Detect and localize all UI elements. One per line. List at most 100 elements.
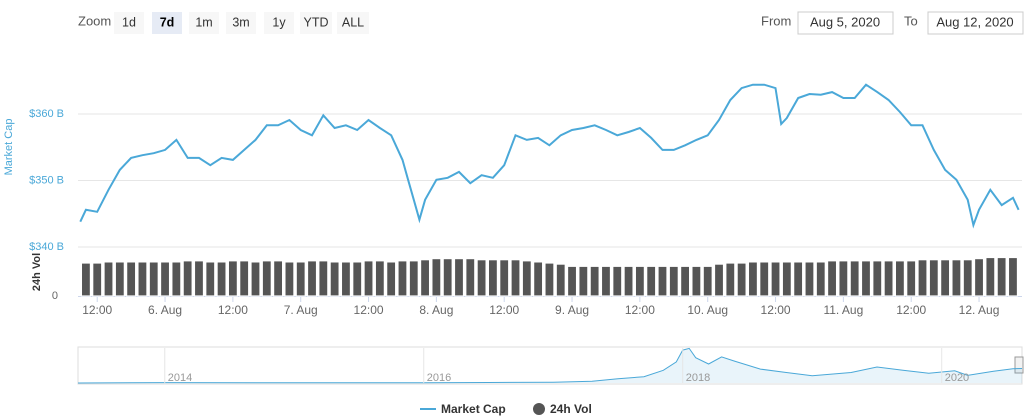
navigator-handle[interactable] bbox=[1014, 356, 1024, 374]
zoom-button-label[interactable]: 7d bbox=[160, 15, 175, 29]
volume-bar bbox=[1007, 256, 1019, 297]
navigator-area bbox=[78, 348, 1022, 383]
market-cap-line bbox=[79, 83, 1020, 229]
from-label: From bbox=[761, 13, 791, 28]
zoom-button-label[interactable]: ALL bbox=[342, 15, 364, 29]
volume-bar bbox=[589, 265, 600, 297]
zoom-button[interactable]: 3m bbox=[226, 12, 256, 34]
volume-bar bbox=[951, 259, 962, 297]
volume-bar bbox=[261, 260, 272, 297]
navigator-label: 2020 bbox=[945, 372, 969, 384]
x-tick-label: 12:00 bbox=[625, 303, 655, 317]
volume-bar bbox=[374, 260, 385, 297]
volume-bar bbox=[996, 256, 1007, 297]
volume-bar bbox=[679, 265, 691, 297]
volume-bar bbox=[306, 260, 318, 297]
zoom-button-bg[interactable] bbox=[114, 12, 144, 34]
y-axis-title: Market Cap bbox=[3, 119, 15, 176]
volume-bar bbox=[940, 259, 951, 297]
zoom-button-label[interactable]: 1y bbox=[272, 15, 286, 29]
volume-bar bbox=[668, 265, 679, 297]
volume-bar bbox=[408, 260, 419, 297]
x-tick-label: 10. Aug bbox=[687, 303, 728, 317]
volume-bar bbox=[849, 260, 860, 297]
navigator-line bbox=[77, 347, 1023, 384]
y-tick-label: $350 B bbox=[29, 174, 64, 186]
volume-bar bbox=[928, 259, 939, 297]
zoom-button-bg[interactable] bbox=[337, 12, 369, 34]
volume-bar bbox=[465, 258, 476, 297]
volume-bar bbox=[612, 265, 623, 297]
zoom-button[interactable]: ALL bbox=[337, 12, 369, 34]
zoom-button-bg[interactable] bbox=[264, 12, 294, 34]
volume-bar bbox=[691, 265, 702, 297]
volume-bar bbox=[419, 259, 431, 297]
volume-bar bbox=[318, 260, 329, 297]
volume-bar bbox=[137, 261, 148, 297]
navigator-label: 2018 bbox=[686, 372, 710, 384]
zoom-button-label[interactable]: 1d bbox=[122, 15, 136, 29]
legend-label[interactable]: 24h Vol bbox=[550, 402, 592, 416]
zoom-button-bg[interactable] bbox=[152, 12, 182, 34]
to-date[interactable]: Aug 12, 2020 bbox=[936, 14, 1013, 29]
from-date[interactable]: Aug 5, 2020 bbox=[810, 14, 880, 29]
volume-bar bbox=[883, 260, 894, 297]
y-tick-label: $340 B bbox=[29, 241, 64, 253]
volume-bar bbox=[80, 262, 92, 297]
zoom-button[interactable]: 7d bbox=[152, 12, 182, 34]
volume-bar bbox=[273, 260, 284, 297]
volume-bar bbox=[985, 256, 996, 297]
volume-bar bbox=[860, 260, 872, 297]
volume-bar bbox=[250, 261, 261, 297]
zoom-button-label[interactable]: YTD bbox=[304, 15, 329, 29]
volume-bar bbox=[793, 261, 804, 297]
volume-bar bbox=[623, 265, 634, 297]
volume-bar bbox=[634, 265, 645, 297]
zoom-button-bg[interactable] bbox=[226, 12, 256, 34]
navigator-label: 2016 bbox=[427, 372, 451, 384]
volume-bar bbox=[431, 258, 442, 297]
volume-bar bbox=[239, 260, 250, 297]
volume-bar bbox=[578, 265, 589, 297]
volume-bar bbox=[92, 262, 103, 297]
zoom-button[interactable]: 1m bbox=[189, 12, 219, 34]
volume-bar bbox=[510, 259, 521, 297]
zoom-button-label[interactable]: 3m bbox=[232, 15, 249, 29]
volume-bar bbox=[759, 261, 770, 297]
volume-bar bbox=[126, 261, 137, 297]
volume-bar bbox=[193, 260, 205, 297]
volume-bar bbox=[747, 261, 759, 297]
to-input[interactable] bbox=[927, 11, 1024, 35]
legend-label[interactable]: Market Cap bbox=[441, 402, 506, 416]
x-tick-label: 12:00 bbox=[896, 303, 926, 317]
volume-bar bbox=[487, 259, 499, 297]
x-tick-label: 8. Aug bbox=[419, 303, 453, 317]
volume-bar bbox=[159, 261, 171, 297]
from-input[interactable] bbox=[797, 11, 894, 35]
x-tick-label: 12:00 bbox=[489, 303, 519, 317]
volume-bar bbox=[227, 260, 238, 297]
navigator-label: 2014 bbox=[168, 372, 192, 384]
volume-bar bbox=[216, 261, 227, 297]
volume-bar bbox=[295, 261, 306, 297]
x-tick-label: 12:00 bbox=[761, 303, 791, 317]
to-label: To bbox=[904, 13, 918, 28]
x-tick-label: 9. Aug bbox=[555, 303, 589, 317]
volume-bar bbox=[804, 261, 815, 297]
volume-bar bbox=[555, 263, 566, 297]
volume-bar bbox=[329, 261, 340, 297]
zoom-button[interactable]: 1y bbox=[264, 12, 294, 34]
volume-bar bbox=[917, 259, 928, 297]
volume-bar bbox=[566, 265, 578, 297]
volume-bar bbox=[114, 261, 125, 297]
zoom-button-label[interactable]: 1m bbox=[195, 15, 212, 29]
zoom-label: Zoom bbox=[78, 13, 111, 28]
volume-bar bbox=[657, 265, 668, 297]
volume-bar bbox=[284, 261, 295, 297]
zoom-button-bg[interactable] bbox=[300, 12, 332, 34]
zoom-button[interactable]: 1d bbox=[114, 12, 144, 34]
legend-symbol bbox=[533, 403, 545, 415]
zoom-button-bg[interactable] bbox=[189, 12, 219, 34]
zoom-button[interactable]: YTD bbox=[300, 12, 332, 34]
